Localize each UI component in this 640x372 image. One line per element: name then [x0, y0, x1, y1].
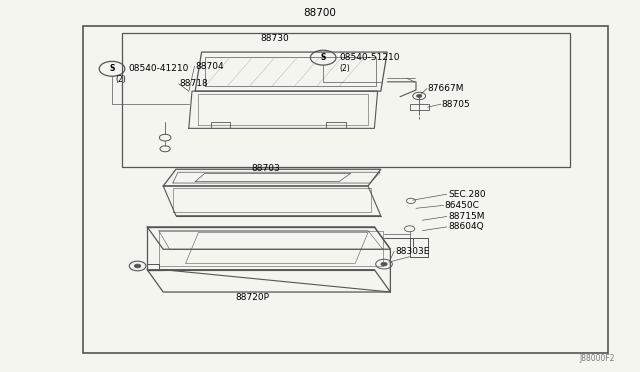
Bar — [122, 33, 570, 167]
Text: S: S — [109, 64, 115, 73]
Text: 88715M: 88715M — [448, 212, 484, 221]
Text: 88730: 88730 — [261, 34, 289, 43]
Text: SEC.280: SEC.280 — [448, 190, 486, 199]
Text: S: S — [321, 53, 326, 62]
Text: 86450C: 86450C — [445, 201, 479, 210]
Circle shape — [134, 264, 141, 268]
Text: (2): (2) — [339, 64, 350, 73]
Text: 87667M: 87667M — [428, 84, 464, 93]
Text: 08540-41210: 08540-41210 — [128, 64, 188, 73]
Text: 88718: 88718 — [179, 79, 208, 88]
Text: 08540-51210: 08540-51210 — [339, 53, 400, 62]
Circle shape — [417, 94, 422, 97]
Text: 88703: 88703 — [252, 164, 280, 173]
Text: J88000F2: J88000F2 — [579, 354, 614, 363]
Text: 88700: 88700 — [303, 8, 337, 18]
Text: 88705: 88705 — [442, 100, 470, 109]
Text: (2): (2) — [115, 75, 126, 84]
Text: 88720P: 88720P — [236, 293, 270, 302]
Bar — [83, 26, 608, 353]
Text: 88704: 88704 — [195, 62, 224, 71]
Text: 88604Q: 88604Q — [448, 222, 484, 231]
Circle shape — [381, 262, 387, 266]
Text: 88303E: 88303E — [396, 247, 430, 256]
